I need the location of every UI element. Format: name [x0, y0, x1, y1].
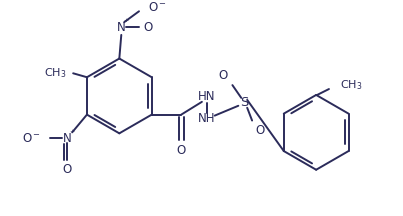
Text: NH: NH: [198, 112, 216, 125]
Text: $^+$: $^+$: [68, 129, 76, 138]
Text: S: S: [240, 96, 248, 109]
Text: O: O: [256, 124, 265, 137]
Text: N: N: [63, 132, 72, 145]
Text: CH$_3$: CH$_3$: [44, 66, 66, 80]
Text: O: O: [177, 144, 186, 157]
Text: O: O: [218, 69, 227, 82]
Text: HN: HN: [198, 91, 216, 103]
Text: O: O: [62, 163, 72, 176]
Text: $^+$: $^+$: [122, 18, 130, 27]
Text: O$^-$: O$^-$: [22, 132, 41, 145]
Text: N: N: [117, 21, 126, 33]
Text: O$^-$: O$^-$: [148, 1, 167, 14]
Text: CH$_3$: CH$_3$: [340, 78, 362, 92]
Text: O: O: [143, 21, 152, 33]
